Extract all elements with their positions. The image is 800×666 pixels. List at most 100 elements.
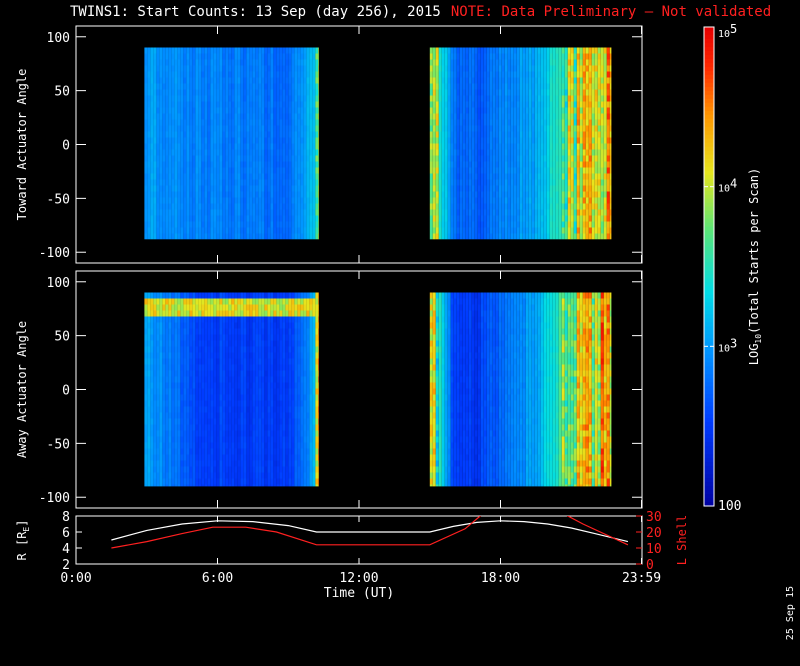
toward-cell [255, 180, 258, 186]
away-cell [243, 473, 246, 479]
toward-cell [153, 60, 156, 66]
away-cell [177, 467, 180, 473]
toward-cell [550, 126, 553, 132]
away-cell [180, 389, 183, 395]
toward-cell [204, 162, 207, 168]
toward-cell [535, 48, 538, 54]
toward-cell [532, 156, 535, 162]
toward-cell [568, 132, 571, 138]
toward-cell [448, 78, 451, 84]
toward-cell [222, 168, 225, 174]
toward-cell [312, 126, 315, 132]
toward-cell [144, 78, 147, 84]
toward-cell [598, 210, 601, 216]
away-cell [192, 437, 195, 443]
away-cell [189, 467, 192, 473]
away-cell [174, 479, 177, 485]
toward-cell [451, 90, 454, 96]
toward-cell [315, 180, 318, 186]
toward-cell [466, 72, 469, 78]
toward-cell [550, 174, 553, 180]
toward-cell [195, 78, 198, 84]
away-cell [201, 317, 204, 323]
toward-cell [526, 222, 529, 228]
toward-cell [538, 48, 541, 54]
away-cell [144, 485, 147, 487]
away-cell [228, 359, 231, 365]
away-cell [165, 467, 168, 473]
toward-cell [442, 168, 445, 174]
toward-cell [523, 192, 526, 198]
away-cell [186, 449, 189, 455]
away-cell [165, 443, 168, 449]
toward-cell [604, 216, 607, 222]
toward-cell [312, 90, 315, 96]
toward-cell [535, 228, 538, 234]
toward-cell [601, 108, 604, 114]
away-cell [204, 305, 207, 311]
toward-cell [156, 78, 159, 84]
toward-cell [559, 138, 562, 144]
toward-cell [237, 48, 240, 54]
toward-cell [610, 48, 612, 54]
toward-cell [580, 222, 583, 228]
away-cell [150, 389, 153, 395]
toward-cell [174, 186, 177, 192]
toward-cell [279, 102, 282, 108]
toward-cell [231, 132, 234, 138]
toward-cell [315, 156, 318, 162]
toward-cell [264, 216, 267, 222]
toward-cell [505, 174, 508, 180]
toward-cell [153, 198, 156, 204]
toward-cell [529, 108, 532, 114]
toward-cell [255, 72, 258, 78]
toward-cell [433, 114, 436, 120]
toward-cell [562, 66, 565, 72]
toward-cell [535, 180, 538, 186]
toward-cell [547, 90, 550, 96]
toward-cell [198, 114, 201, 120]
toward-cell [270, 186, 273, 192]
toward-cell [547, 162, 550, 168]
away-cell [207, 485, 210, 487]
toward-cell [601, 48, 604, 54]
toward-cell [288, 204, 291, 210]
away-cell [204, 449, 207, 455]
toward-cell [499, 96, 502, 102]
toward-cell [562, 234, 565, 240]
toward-cell [463, 72, 466, 78]
toward-cell [484, 66, 487, 72]
toward-cell [511, 126, 514, 132]
toward-cell [147, 48, 150, 54]
toward-cell [207, 144, 210, 150]
away-cell [219, 335, 222, 341]
toward-cell [300, 168, 303, 174]
away-cell [153, 443, 156, 449]
toward-cell [508, 48, 511, 54]
toward-cell [496, 66, 499, 72]
toward-cell [502, 180, 505, 186]
toward-cell [478, 144, 481, 150]
toward-cell [234, 228, 237, 234]
toward-cell [514, 138, 517, 144]
away-cell [222, 407, 225, 413]
toward-cell [589, 126, 592, 132]
toward-cell [604, 132, 607, 138]
toward-cell [448, 60, 451, 66]
toward-cell [300, 216, 303, 222]
away-cell [237, 413, 240, 419]
toward-cell [454, 108, 457, 114]
toward-cell [529, 222, 532, 228]
toward-cell [192, 174, 195, 180]
toward-cell [577, 120, 580, 126]
toward-cell [565, 204, 568, 210]
toward-cell [523, 84, 526, 90]
away-cell [213, 407, 216, 413]
toward-cell [267, 72, 270, 78]
toward-cell [150, 198, 153, 204]
toward-cell [457, 84, 460, 90]
toward-cell [520, 102, 523, 108]
toward-cell [240, 150, 243, 156]
toward-cell [433, 144, 436, 150]
